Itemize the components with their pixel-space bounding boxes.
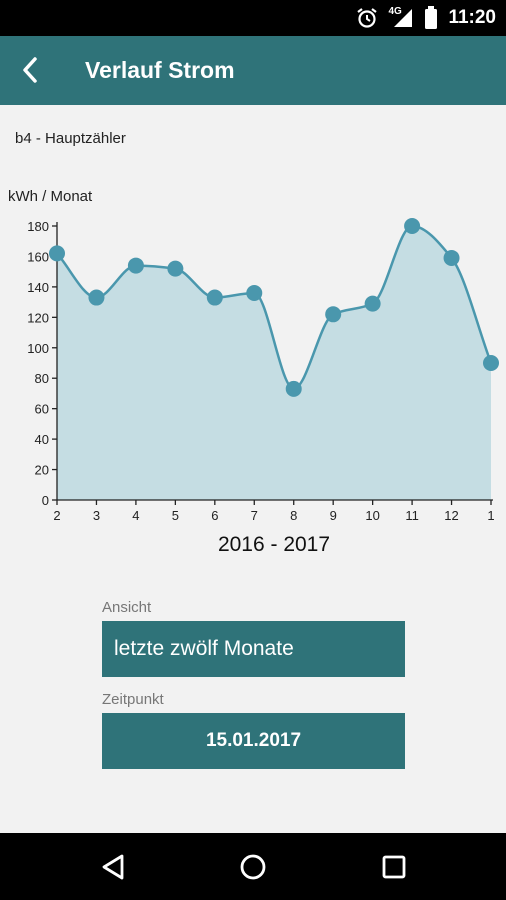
data-point <box>206 289 223 306</box>
recents-square-icon[interactable] <box>378 851 410 883</box>
back-button[interactable] <box>10 50 50 90</box>
status-bar: 4G 11:20 <box>0 0 506 36</box>
battery-icon <box>425 6 438 29</box>
meter-name: b4 - Hauptzähler <box>15 130 126 147</box>
status-time: 11:20 <box>448 7 496 28</box>
view-selector[interactable]: letzte zwölf Monate <box>102 621 405 677</box>
chevron-left-icon <box>23 57 37 83</box>
data-point <box>246 284 263 301</box>
data-point <box>88 289 105 306</box>
data-point <box>483 355 499 371</box>
y-tick-label: 20 <box>35 463 49 478</box>
status-icons: 4G 11:20 <box>356 0 496 36</box>
x-tick-label: 1 <box>487 508 494 523</box>
x-tick-label: 10 <box>365 508 379 523</box>
network-type-label: 4G <box>388 6 402 17</box>
x-tick-label: 3 <box>93 508 100 523</box>
x-tick-label: 7 <box>251 508 258 523</box>
app-bar: Verlauf Strom <box>0 36 506 105</box>
data-point <box>167 260 184 277</box>
x-tick-label: 5 <box>172 508 179 523</box>
alarm-icon <box>357 8 378 28</box>
y-tick-label: 60 <box>35 402 49 417</box>
y-tick-label: 0 <box>42 493 49 508</box>
date-selector[interactable]: 15.01.2017 <box>102 713 405 769</box>
data-point <box>127 257 144 274</box>
data-point <box>364 295 381 312</box>
x-tick-label: 2 <box>53 508 60 523</box>
x-axis-title: 2016 - 2017 <box>218 533 330 556</box>
signal-icon: 4G <box>388 6 414 29</box>
data-point <box>49 245 65 262</box>
data-point <box>443 249 460 266</box>
y-tick-label: 40 <box>35 432 49 447</box>
consumption-chart: 0 20 40 60 80 100 120 140 160 180 2 3 4 5 6 7 8 9 10 11 12 1 2… <box>27 218 499 556</box>
page-title: Verlauf Strom <box>85 57 235 83</box>
x-tick-label: 8 <box>290 508 297 523</box>
view-value: letzte zwölf Monate <box>114 637 294 660</box>
data-point <box>285 380 302 397</box>
x-tick-label: 4 <box>132 508 139 523</box>
y-tick-label: 160 <box>27 249 49 264</box>
navigation-bar <box>0 833 506 900</box>
date-label: Zeitpunkt <box>102 691 164 708</box>
view-label: Ansicht <box>102 599 152 616</box>
chart-area-fill <box>57 226 491 500</box>
y-tick-label: 140 <box>27 280 49 295</box>
back-triangle-icon[interactable] <box>98 851 130 883</box>
x-tick-label: 11 <box>405 508 419 523</box>
y-tick-label: 80 <box>35 371 49 386</box>
x-tick-label: 9 <box>330 508 337 523</box>
y-axis-unit-label: kWh / Monat <box>8 188 93 205</box>
x-tick-label: 12 <box>444 508 458 523</box>
x-tick-label: 6 <box>211 508 218 523</box>
y-tick-label: 180 <box>27 219 49 234</box>
data-point <box>404 218 421 234</box>
data-point <box>325 306 342 323</box>
date-value: 15.01.2017 <box>205 730 302 751</box>
home-circle-icon[interactable] <box>237 851 269 883</box>
y-tick-label: 120 <box>27 310 49 325</box>
y-tick-label: 100 <box>27 341 49 356</box>
